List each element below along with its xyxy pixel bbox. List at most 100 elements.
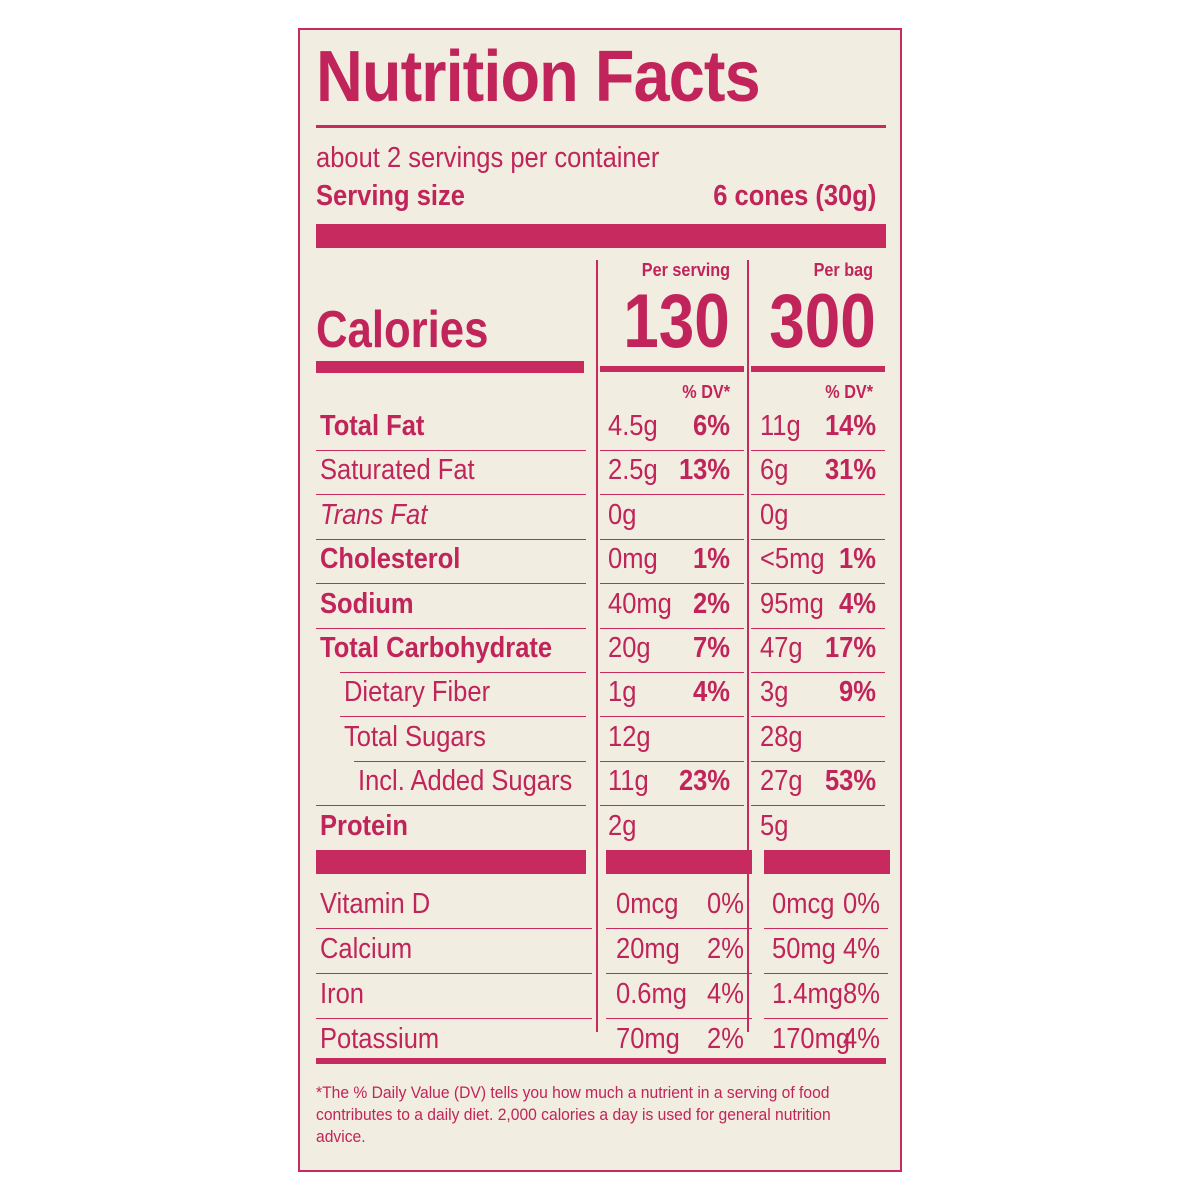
row-divider bbox=[751, 450, 885, 451]
calories-rule bbox=[316, 361, 584, 373]
bag-amount: 3g bbox=[760, 676, 789, 709]
servings-per-container: about 2 servings per container bbox=[316, 142, 660, 174]
row-divider bbox=[316, 928, 592, 929]
serving-amount: 40mg bbox=[608, 587, 672, 620]
row-divider bbox=[600, 538, 744, 540]
thick-divider bbox=[764, 850, 890, 874]
vitamin-name: Potassium bbox=[320, 1023, 440, 1055]
serving-amount: 2g bbox=[608, 809, 637, 842]
row-divider bbox=[340, 672, 586, 673]
nutrient-name: Incl. Added Sugars bbox=[358, 765, 573, 798]
serving-amount: 0mcg bbox=[616, 888, 679, 920]
row-divider bbox=[764, 973, 888, 974]
serving-dv: 2% bbox=[707, 933, 744, 965]
dv-header: % DV* bbox=[682, 382, 730, 402]
row-divider bbox=[600, 494, 744, 496]
row-divider bbox=[751, 494, 885, 496]
row-divider bbox=[316, 538, 586, 540]
row-divider bbox=[316, 583, 586, 585]
divider bbox=[316, 125, 886, 128]
row-divider bbox=[751, 805, 885, 807]
row-divider bbox=[600, 805, 744, 807]
bag-dv: 4% bbox=[843, 1023, 880, 1055]
calories-label: Calories bbox=[316, 301, 489, 359]
serving-amount: 0mg bbox=[608, 543, 658, 576]
serving-amount: 2.5g bbox=[608, 454, 658, 487]
bag-dv: 4% bbox=[839, 587, 876, 620]
calories-rule bbox=[751, 366, 885, 372]
row-divider bbox=[316, 973, 592, 974]
serving-amount: 0g bbox=[608, 498, 637, 531]
serving-dv: 7% bbox=[693, 632, 730, 664]
serving-amount: 20g bbox=[608, 632, 651, 664]
row-divider bbox=[316, 627, 586, 629]
bag-amount: 0g bbox=[760, 498, 789, 531]
serving-dv: 13% bbox=[678, 454, 730, 487]
row-divider bbox=[751, 627, 885, 629]
bag-amount: 27g bbox=[760, 765, 803, 798]
row-divider bbox=[600, 760, 744, 762]
row-divider bbox=[600, 450, 744, 451]
bag-dv: 17% bbox=[824, 632, 876, 664]
serving-amount: 1g bbox=[608, 676, 637, 709]
bag-amount: 170mg bbox=[772, 1023, 851, 1055]
bag-amount: <5mg bbox=[760, 543, 825, 576]
nutrient-name: Trans Fat bbox=[320, 498, 428, 531]
bag-dv: 4% bbox=[843, 933, 880, 965]
serving-dv: 0% bbox=[707, 888, 744, 920]
nutrient-name: Sodium bbox=[320, 587, 414, 620]
dv-header: % DV* bbox=[825, 382, 873, 402]
serving-amount: 11g bbox=[608, 765, 649, 798]
serving-amount: 20mg bbox=[616, 933, 680, 965]
serving-amount: 70mg bbox=[616, 1023, 680, 1055]
row-divider bbox=[316, 1018, 592, 1019]
column-separator bbox=[747, 260, 749, 1032]
row-divider bbox=[751, 583, 885, 585]
bag-amount: 5g bbox=[760, 809, 789, 842]
calories-per-bag: 300 bbox=[769, 279, 876, 364]
bag-amount: 47g bbox=[760, 632, 803, 664]
serving-size-value: 6 cones (30g) bbox=[712, 180, 876, 212]
row-divider bbox=[600, 583, 744, 585]
bag-dv: 8% bbox=[843, 978, 880, 1010]
bag-dv: 1% bbox=[839, 543, 876, 576]
row-divider bbox=[600, 716, 744, 718]
vitamin-name: Calcium bbox=[320, 933, 413, 965]
nutrient-name: Protein bbox=[320, 809, 408, 842]
nutrient-name: Dietary Fiber bbox=[344, 676, 491, 709]
column-separator bbox=[596, 260, 598, 1032]
calories-per-serving: 130 bbox=[623, 279, 730, 364]
serving-amount: 12g bbox=[608, 720, 651, 753]
bag-dv: 0% bbox=[843, 888, 880, 920]
bag-amount: 28g bbox=[760, 720, 803, 753]
serving-size-label: Serving size bbox=[316, 180, 465, 212]
row-divider bbox=[764, 1018, 888, 1019]
serving-dv: 2% bbox=[693, 587, 730, 620]
nutrient-name: Saturated Fat bbox=[320, 454, 475, 487]
row-divider bbox=[600, 627, 744, 629]
thick-divider bbox=[316, 850, 586, 874]
vitamin-name: Vitamin D bbox=[320, 888, 431, 920]
serving-dv: 6% bbox=[693, 410, 730, 442]
row-divider bbox=[606, 973, 752, 974]
row-divider bbox=[354, 760, 586, 762]
row-divider bbox=[606, 1018, 752, 1019]
row-divider bbox=[751, 716, 885, 718]
row-divider bbox=[764, 928, 888, 929]
bag-dv: 9% bbox=[839, 676, 876, 709]
row-divider bbox=[751, 538, 885, 540]
footnote: *The % Daily Value (DV) tells you how mu… bbox=[316, 1083, 831, 1146]
bag-amount: 95mg bbox=[760, 587, 824, 620]
row-divider bbox=[600, 672, 744, 673]
bag-dv: 53% bbox=[824, 765, 876, 798]
nutrient-name: Total Fat bbox=[320, 410, 425, 442]
row-divider bbox=[316, 494, 586, 496]
nutrient-name: Total Carbohydrate bbox=[320, 632, 553, 664]
per-serving-header: Per serving bbox=[641, 260, 730, 280]
serving-dv: 1% bbox=[693, 543, 730, 576]
row-divider bbox=[606, 928, 752, 929]
row-divider bbox=[316, 805, 586, 807]
row-divider bbox=[340, 716, 586, 718]
serving-dv: 2% bbox=[707, 1023, 744, 1055]
label-title: Nutrition Facts bbox=[316, 37, 761, 117]
